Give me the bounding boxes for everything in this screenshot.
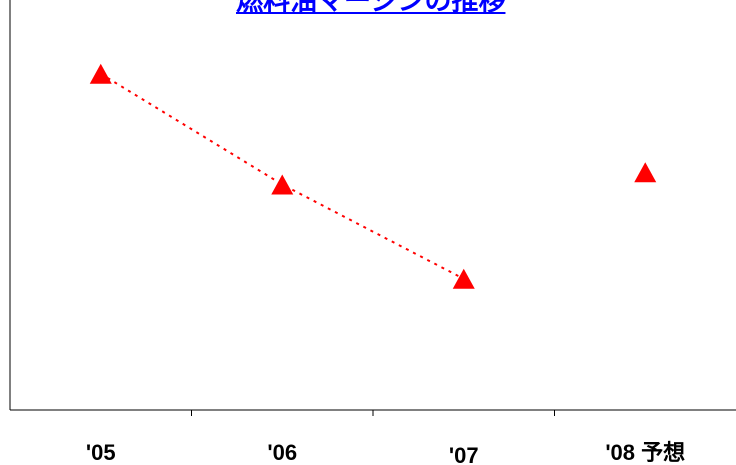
x-tick-label: '06 [267, 440, 297, 465]
triangle-marker [634, 162, 657, 183]
triangle-marker [271, 174, 294, 195]
triangle-marker [452, 268, 475, 289]
triangle-marker [89, 63, 112, 84]
chart-title: 燃料油マージンの推移 [236, 0, 506, 17]
x-tick-label: '07 [449, 443, 479, 465]
x-axis-tick-labels: '05 '06 '07 '08 予想 [86, 440, 685, 465]
x-tick-label: '05 [86, 440, 116, 465]
x-tick-label: '08 予想 [605, 440, 685, 465]
x-axis-ticks [191, 410, 555, 416]
data-points [89, 63, 657, 289]
